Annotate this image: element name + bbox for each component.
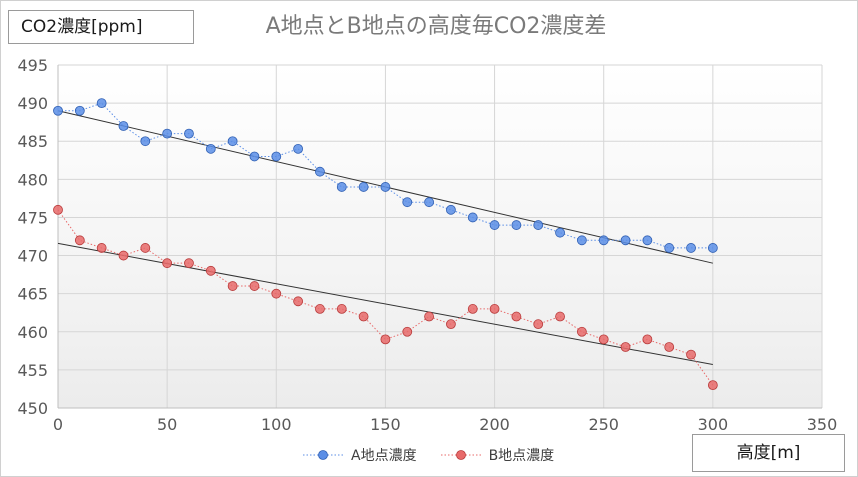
gridlines (57, 64, 823, 409)
data-point-b (533, 319, 544, 330)
data-point-b (686, 349, 696, 360)
data-point-b (227, 281, 238, 291)
y-tick-label: 470 (17, 247, 48, 266)
y-tick-label: 460 (17, 323, 48, 342)
data-point-a (642, 235, 653, 246)
data-point-b (642, 334, 653, 345)
x-axis-label: 高度[m] (692, 434, 845, 472)
legend: A地点濃度 B地点濃度 (301, 445, 576, 465)
legend-label-a: A地点濃度 (351, 448, 417, 464)
data-point-b (184, 258, 194, 269)
data-point-b (555, 311, 565, 322)
data-series (53, 98, 718, 391)
y-tick-label: 455 (17, 361, 48, 380)
data-point-b (380, 334, 391, 345)
x-tick-label: 250 (588, 415, 619, 434)
data-point-b (271, 288, 282, 299)
data-point-a (489, 220, 500, 230)
data-point-a (227, 136, 238, 147)
x-tick-label: 50 (157, 415, 177, 434)
data-point-a (205, 143, 216, 154)
x-tick-label: 350 (807, 415, 838, 434)
data-point-a (555, 227, 565, 238)
chart-title: A地点とB地点の高度毎CO2濃度差 (265, 14, 607, 39)
legend-marker-b-icon (440, 450, 481, 460)
data-point-b (358, 311, 369, 322)
data-point-a (74, 105, 85, 116)
data-point-b (576, 326, 587, 337)
data-point-a (576, 235, 587, 246)
data-point-b (489, 304, 500, 314)
legend-dot (455, 450, 466, 460)
legend-item-b: B地点濃度 (439, 445, 555, 465)
legend-marker-a-icon (303, 450, 343, 460)
data-point-b (118, 250, 129, 261)
data-point-b (467, 304, 478, 314)
y-tick-label: 485 (17, 132, 48, 151)
data-point-b (162, 258, 173, 269)
data-point-b (249, 281, 260, 291)
data-point-b (53, 204, 63, 215)
y-tick-label: 465 (17, 285, 48, 304)
data-point-a (467, 212, 478, 223)
data-point-a (336, 182, 347, 192)
data-point-a (293, 143, 304, 154)
data-point-b (140, 243, 151, 253)
data-point-b (293, 296, 304, 307)
data-point-a (118, 121, 129, 131)
data-point-b (315, 304, 325, 314)
data-point-a (271, 151, 282, 162)
data-point-b (707, 380, 718, 391)
y-tick-label: 450 (17, 399, 48, 418)
data-point-a (162, 128, 173, 139)
legend-dot (318, 450, 328, 460)
data-point-a (140, 136, 151, 147)
data-point-a (620, 235, 631, 246)
x-tick-label: 150 (370, 415, 401, 434)
data-point-b (96, 243, 107, 253)
data-point-b (664, 342, 675, 352)
data-point-b (205, 265, 216, 276)
data-point-a (446, 204, 456, 215)
x-tick-label: 300 (698, 415, 729, 434)
data-point-a (424, 197, 434, 208)
data-point-a (184, 128, 194, 139)
data-point-a (96, 98, 107, 109)
data-point-a (533, 220, 544, 230)
data-point-a (380, 182, 391, 192)
x-tick-label: 0 (53, 415, 63, 434)
data-point-b (402, 326, 413, 337)
data-point-b (336, 304, 347, 314)
y-axis-label: CO2濃度[ppm] (8, 10, 194, 44)
y-tick-label: 495 (17, 56, 48, 75)
data-point-a (358, 182, 369, 192)
data-point-b (446, 319, 456, 330)
x-tick-label: 100 (261, 415, 292, 434)
data-point-a (402, 197, 413, 208)
data-point-a (511, 220, 522, 230)
data-point-b (620, 342, 631, 352)
data-point-a (664, 243, 675, 253)
y-tick-label: 490 (17, 94, 48, 113)
tick-labels: 450 455 460 465 470 475 480 485 490 495 0 50 100 150 2… (17, 56, 837, 434)
plot-area (58, 65, 822, 408)
data-point-a (707, 243, 718, 253)
x-tick-label: 200 (479, 415, 510, 434)
data-point-a (53, 105, 63, 116)
data-point-a (686, 243, 696, 253)
data-point-b (598, 334, 609, 345)
y-tick-label: 480 (17, 170, 48, 189)
data-point-b (511, 311, 522, 322)
data-point-a (249, 151, 260, 162)
data-point-b (424, 311, 434, 322)
data-point-a (315, 166, 325, 177)
y-tick-label: 475 (17, 208, 48, 227)
data-point-a (598, 235, 609, 246)
legend-label-b: B地点濃度 (488, 448, 555, 464)
data-point-b (74, 235, 85, 246)
legend-item-a: A地点濃度 (301, 445, 417, 465)
